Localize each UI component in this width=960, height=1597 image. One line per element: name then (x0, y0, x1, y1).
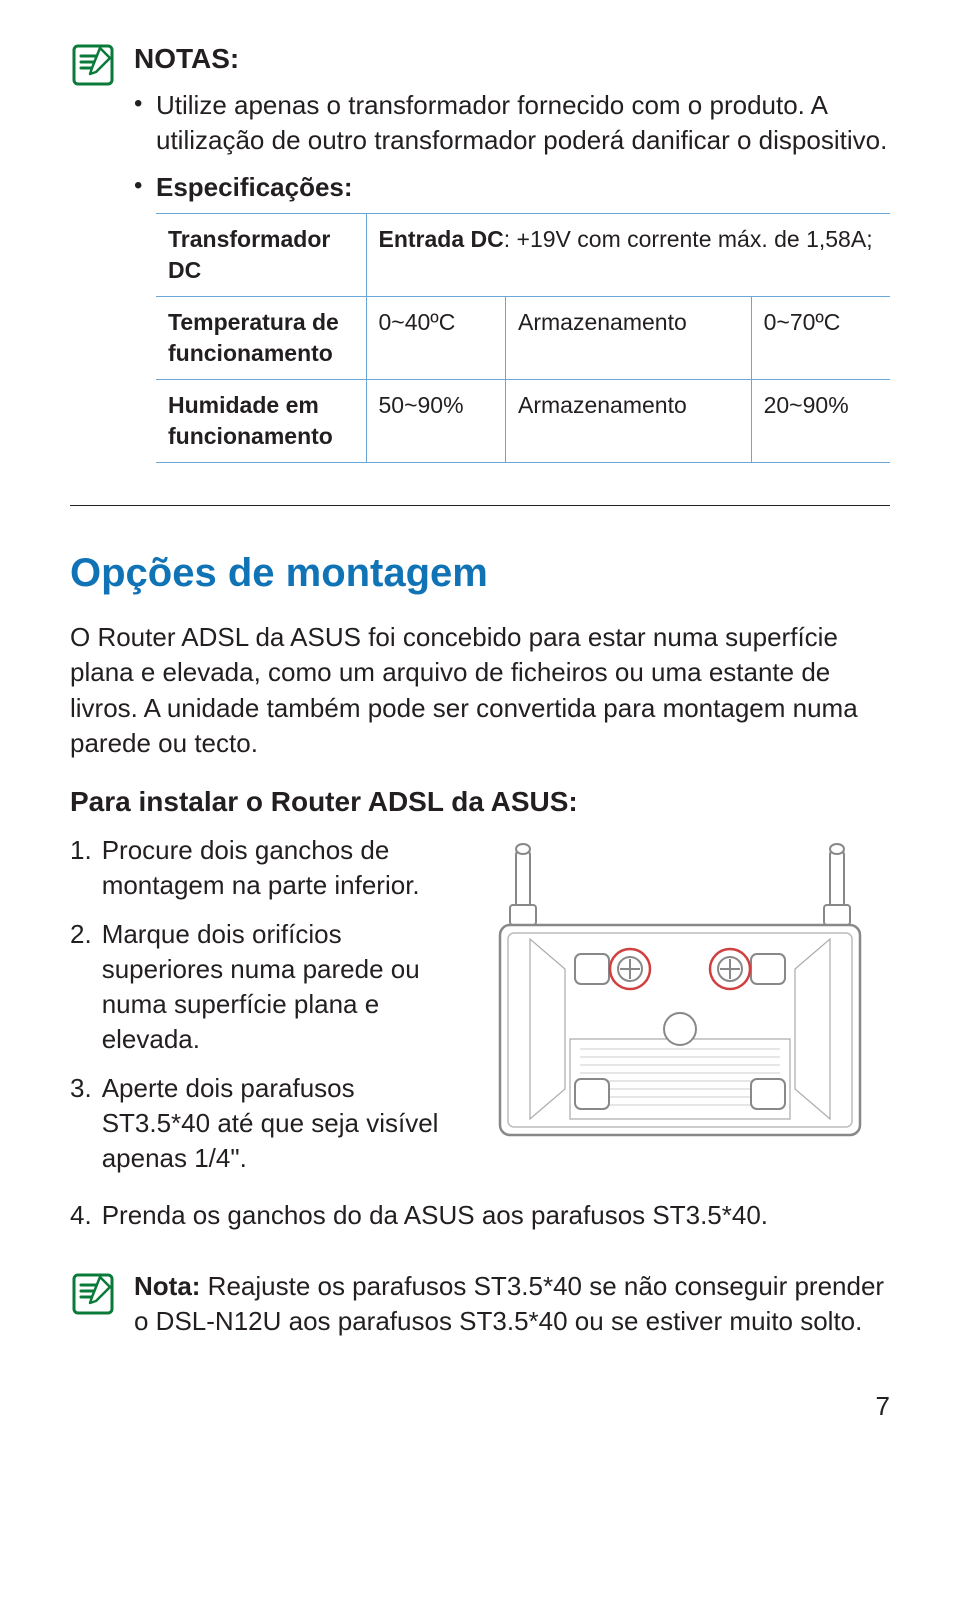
notes-content: NOTAS: Utilize apenas o transformador fo… (134, 40, 890, 475)
notes-title: NOTAS: (134, 40, 890, 78)
section-divider (70, 505, 890, 506)
section-heading: Opções de montagem (70, 546, 890, 600)
page-number: 7 (70, 1389, 890, 1424)
step4-text: Prenda os ganchos do da ASUS aos parafus… (102, 1198, 890, 1233)
spec-row-3: Humidade em funcionamento 50~90% Armazen… (156, 380, 890, 463)
spec-row-2: Temperatura de funcionamento 0~40ºC Arma… (156, 297, 890, 380)
final-note-content: Nota: Reajuste os parafusos ST3.5*40 se … (134, 1269, 890, 1339)
note-icon (70, 40, 116, 475)
notes-block: NOTAS: Utilize apenas o transformador fo… (70, 40, 890, 475)
spec-r2-c3: Armazenamento (506, 297, 752, 380)
install-step-3: 3. Aperte dois parafusos ST3.5*40 até qu… (70, 1071, 440, 1176)
final-note-body: Reajuste os parafusos ST3.5*40 se não co… (134, 1271, 884, 1336)
section-paragraph: O Router ADSL da ASUS foi concebido para… (70, 620, 890, 760)
spec-r1-key: Entrada DC (379, 226, 504, 252)
spec-label: Especificações: (156, 172, 353, 202)
final-note-label: Nota: (134, 1271, 200, 1301)
spec-table: Transformador DC Entrada DC: +19V com co… (156, 213, 890, 463)
install-wrap: 1. Procure dois ganchos de montagem na p… (70, 833, 890, 1191)
spec-r3-c2: 50~90% (366, 380, 506, 463)
notes-bullet-1: Utilize apenas o transformador fornecido… (134, 88, 890, 158)
spec-r3-c4: 20~90% (751, 380, 890, 463)
spec-r3-c3: Armazenamento (506, 380, 752, 463)
step2-num: 2. (70, 917, 92, 1057)
note-icon-2 (70, 1269, 116, 1339)
final-note-block: Nota: Reajuste os parafusos ST3.5*40 se … (70, 1269, 890, 1339)
install-subheading: Para instalar o Router ADSL da ASUS: (70, 783, 890, 821)
spec-r1-label: Transformador DC (156, 214, 366, 297)
final-note-text: Nota: Reajuste os parafusos ST3.5*40 se … (134, 1269, 890, 1339)
spec-r2-label: Temperatura de funcionamento (156, 297, 366, 380)
step4-num: 4. (70, 1198, 92, 1233)
spec-r1-value: Entrada DC: +19V com corrente máx. de 1,… (366, 214, 890, 297)
spec-r2-c4: 0~70ºC (751, 297, 890, 380)
step1-text: Procure dois ganchos de montagem na part… (102, 833, 440, 903)
install-step-2: 2. Marque dois orifícios superiores numa… (70, 917, 440, 1057)
step2-text: Marque dois orifícios superiores numa pa… (102, 917, 440, 1057)
install-step-4: 4. Prenda os ganchos do da ASUS aos para… (70, 1198, 890, 1233)
notes-list: Utilize apenas o transformador fornecido… (134, 88, 890, 464)
step1-num: 1. (70, 833, 92, 903)
install-list-cont: 4. Prenda os ganchos do da ASUS aos para… (70, 1198, 890, 1233)
spec-r1-rest: : +19V com corrente máx. de 1,58A; (504, 226, 873, 252)
notes-bullet-spec: Especificações: Transformador DC Entrada… (134, 170, 890, 463)
install-list: 1. Procure dois ganchos de montagem na p… (70, 833, 440, 1191)
spec-row-1: Transformador DC Entrada DC: +19V com co… (156, 214, 890, 297)
step3-text: Aperte dois parafusos ST3.5*40 até que s… (102, 1071, 440, 1176)
router-figure (470, 833, 890, 1156)
spec-r2-c2: 0~40ºC (366, 297, 506, 380)
install-step-1: 1. Procure dois ganchos de montagem na p… (70, 833, 440, 903)
spec-r3-label: Humidade em funcionamento (156, 380, 366, 463)
step3-num: 3. (70, 1071, 92, 1176)
